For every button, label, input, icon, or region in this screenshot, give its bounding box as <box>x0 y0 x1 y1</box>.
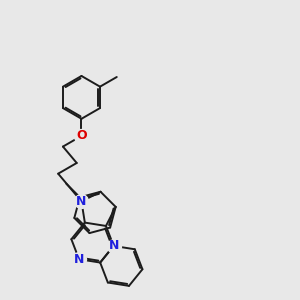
Text: N: N <box>74 253 84 266</box>
Text: N: N <box>76 195 87 208</box>
Text: N: N <box>109 239 119 252</box>
Text: O: O <box>76 129 87 142</box>
